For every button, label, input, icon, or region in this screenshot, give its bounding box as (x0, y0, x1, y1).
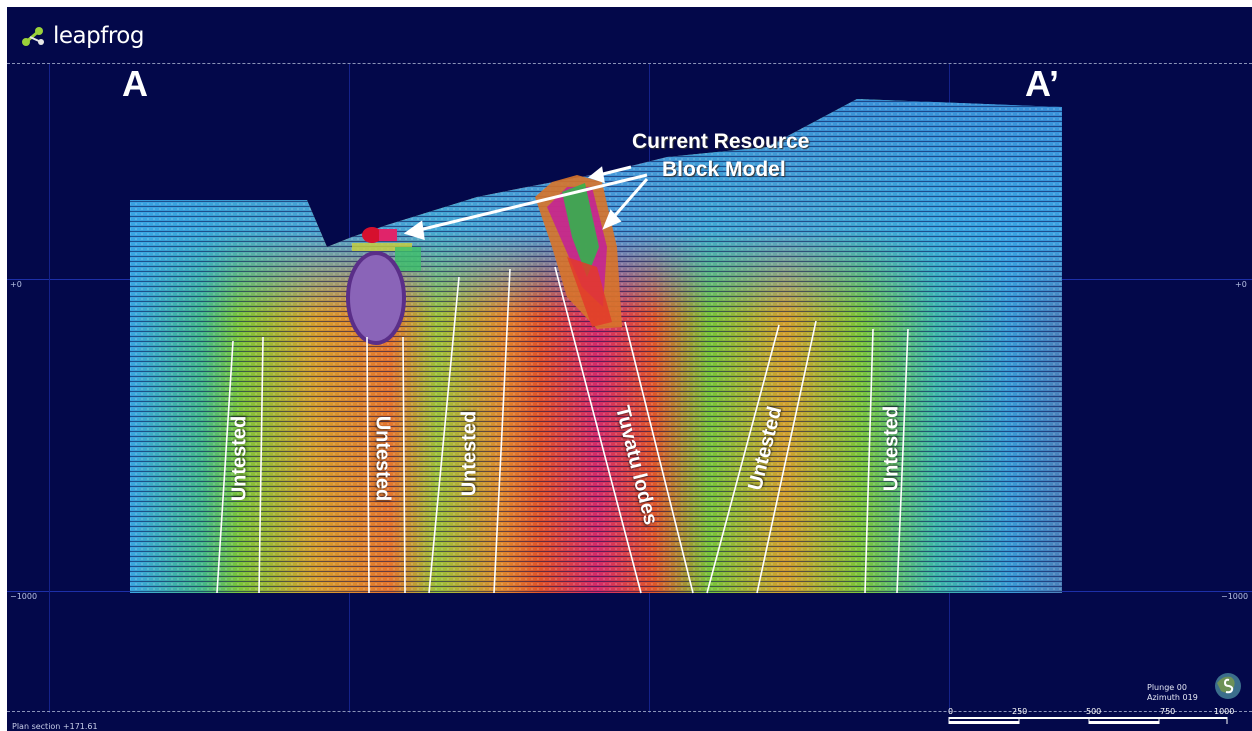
scale-bar-graphic (948, 717, 1228, 724)
annotation-arrows (403, 165, 649, 241)
plan-section-readout: Plan section +171.61 (12, 722, 98, 731)
target-label: Untested (371, 415, 394, 502)
section-end-label: A’ (1025, 63, 1060, 104)
resource-block-model-tuvatu (535, 175, 622, 329)
scale-tick-label: 0 (948, 707, 954, 716)
3d-viewport[interactable]: leapfrog A A’ +0 +0 −1000 −1000 Current … (7, 7, 1252, 731)
block-model-section (130, 99, 1062, 594)
logo-text: leapfrog (53, 23, 144, 49)
frame-top-dash (7, 63, 1252, 64)
scale-tick-label: 1000 (1214, 707, 1235, 716)
compass-icon[interactable] (1213, 671, 1243, 701)
leapfrog-logo: leapfrog (21, 23, 144, 49)
target-label: Untested (880, 405, 903, 492)
target-ellipse (346, 251, 406, 345)
frame-bottom-dash (7, 711, 1252, 712)
scale-bar: 0 250 500 750 1000 (948, 707, 1234, 731)
scale-tick-label: 250 (1012, 707, 1028, 716)
leapfrog-logo-icon (22, 27, 44, 46)
elevation-label-left: +0 (10, 280, 22, 289)
grid-vertical (49, 63, 50, 713)
annotation-current-resource: Current Resource (632, 130, 810, 153)
scale-tick-label: 500 (1086, 707, 1102, 716)
elevation-label-right: +0 (1235, 280, 1247, 289)
plunge-readout: Plunge 00 (1147, 683, 1187, 692)
scale-tick-label: 750 (1160, 707, 1176, 716)
target-label: Untested (228, 415, 251, 502)
target-label: Untested (458, 410, 481, 497)
elevation-label-left: −1000 (10, 592, 38, 601)
target-zone-lines (216, 266, 909, 594)
resource-block-model-west (352, 227, 421, 271)
section-start-label: A (122, 63, 148, 104)
azimuth-readout: Azimuth 019 (1147, 693, 1198, 702)
elevation-label-right: −1000 (1221, 592, 1249, 601)
annotation-block-model: Block Model (662, 158, 786, 181)
view-orientation: Plunge 00 Azimuth 019 (1147, 683, 1198, 703)
